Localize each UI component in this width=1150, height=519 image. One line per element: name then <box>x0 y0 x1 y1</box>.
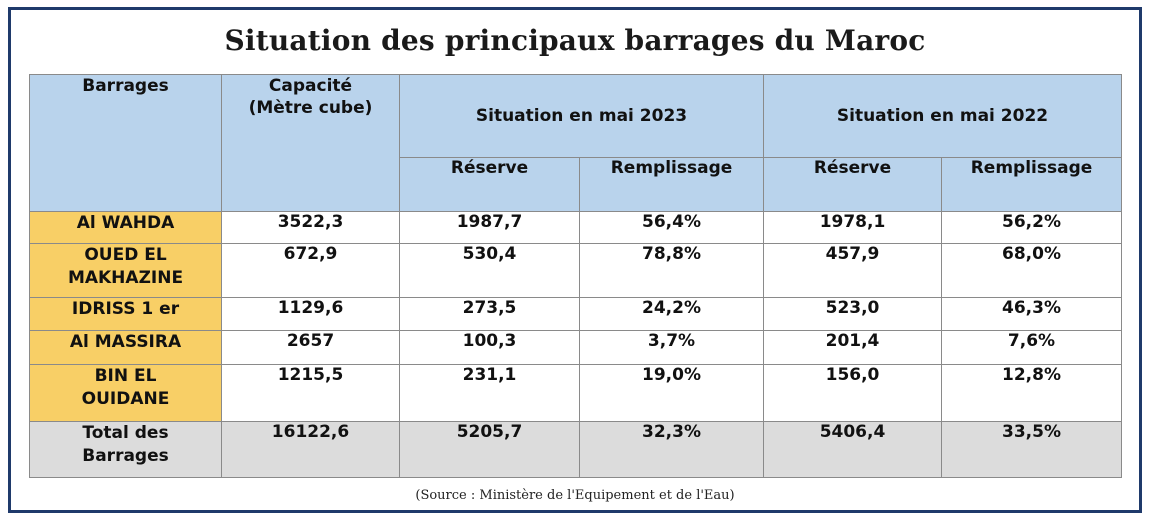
table-row: IDRISS 1 er 1129,6 273,5 24,2% 523,0 46,… <box>29 297 1122 331</box>
dam-name-line1: OUED EL <box>84 245 167 265</box>
table-row: OUED EL MAKHAZINE 672,9 530,4 78,8% 457,9… <box>29 243 1122 298</box>
reserve-2022-cell: 201,4 <box>763 330 942 365</box>
reserve-2022-cell: 1978,1 <box>763 211 942 244</box>
dam-name-line2: MAKHAZINE <box>67 268 184 288</box>
remplissage-2022-cell: 68,0% <box>941 243 1122 298</box>
total-label: Total des Barrages <box>29 421 222 478</box>
remplissage-2022-cell: 56,2% <box>941 211 1122 244</box>
dam-name-line1: BIN EL <box>94 366 157 386</box>
dam-name-line1: Al MASSIRA <box>69 332 182 352</box>
table-row: BIN EL OUIDANE 1215,5 231,1 19,0% 156,0 1… <box>29 364 1122 422</box>
page-title: Situation des principaux barrages du Mar… <box>224 24 926 57</box>
remplissage-2023-cell: 24,2% <box>579 297 764 331</box>
remplissage-2022-cell: 12,8% <box>941 364 1122 422</box>
header-remplissage-2022: Remplissage <box>941 157 1122 212</box>
dam-name: BIN EL OUIDANE <box>29 364 222 422</box>
table-row: Al MASSIRA 2657 100,3 3,7% 201,4 7,6% <box>29 330 1122 365</box>
remplissage-2023-cell: 78,8% <box>579 243 764 298</box>
remplissage-2023-cell: 19,0% <box>579 364 764 422</box>
header-capacite-unit: (Mètre cube) <box>248 98 373 118</box>
remplissage-2022-cell: 7,6% <box>941 330 1122 365</box>
total-label-line1: Total des <box>82 423 169 443</box>
header-reserve-2022: Réserve <box>763 157 942 212</box>
table-row: Al WAHDA 3522,3 1987,7 56,4% 1978,1 56,2… <box>29 211 1122 244</box>
table-frame: Situation des principaux barrages du Mar… <box>8 7 1142 513</box>
dam-name-line2: OUIDANE <box>81 389 170 409</box>
reserve-2022-cell: 156,0 <box>763 364 942 422</box>
reserve-2022-cell: 457,9 <box>763 243 942 298</box>
reserve-2023-cell: 100,3 <box>399 330 580 365</box>
header-remplissage-2023: Remplissage <box>579 157 764 212</box>
reserve-2023-cell: 231,1 <box>399 364 580 422</box>
capacite-cell: 672,9 <box>221 243 400 298</box>
total-capacite-cell: 16122,6 <box>221 421 400 478</box>
header-barrages-label: Barrages <box>82 76 169 96</box>
capacite-cell: 2657 <box>221 330 400 365</box>
reserve-2023-cell: 530,4 <box>399 243 580 298</box>
remplissage-2023-cell: 56,4% <box>579 211 764 244</box>
reserve-2023-cell: 273,5 <box>399 297 580 331</box>
header-group-2022: Situation en mai 2022 <box>763 74 1122 158</box>
capacite-cell: 1215,5 <box>221 364 400 422</box>
capacite-cell: 3522,3 <box>221 211 400 244</box>
total-reserve-2022-cell: 5406,4 <box>763 421 942 478</box>
reserve-2023-cell: 1987,7 <box>399 211 580 244</box>
remplissage-2023-cell: 3,7% <box>579 330 764 365</box>
total-row: Total des Barrages 16122,6 5205,7 32,3% 5… <box>29 421 1122 478</box>
reserve-2022-cell: 523,0 <box>763 297 942 331</box>
total-reserve-2023-cell: 5205,7 <box>399 421 580 478</box>
source-note: (Source : Ministère de l'Equipement et d… <box>415 488 735 503</box>
dam-name: Al WAHDA <box>29 211 222 244</box>
total-label-line2: Barrages <box>82 446 169 466</box>
remplissage-2022-cell: 46,3% <box>941 297 1122 331</box>
header-group-2023: Situation en mai 2023 <box>399 74 764 158</box>
dam-name: IDRISS 1 er <box>29 297 222 331</box>
header-barrages: Barrages <box>29 74 222 212</box>
dam-name: OUED EL MAKHAZINE <box>29 243 222 298</box>
header-reserve-2023: Réserve <box>399 157 580 212</box>
dam-name-line1: IDRISS 1 er <box>71 299 180 319</box>
dams-table: Barrages Capacité (Mètre cube) Situation… <box>29 74 1122 478</box>
header-capacite-label: Capacité <box>268 76 353 96</box>
dam-name: Al MASSIRA <box>29 330 222 365</box>
header-capacite: Capacité (Mètre cube) <box>221 74 400 212</box>
dam-name-line1: Al WAHDA <box>76 213 175 233</box>
capacite-cell: 1129,6 <box>221 297 400 331</box>
total-remplissage-2023-cell: 32,3% <box>579 421 764 478</box>
total-remplissage-2022-cell: 33,5% <box>941 421 1122 478</box>
